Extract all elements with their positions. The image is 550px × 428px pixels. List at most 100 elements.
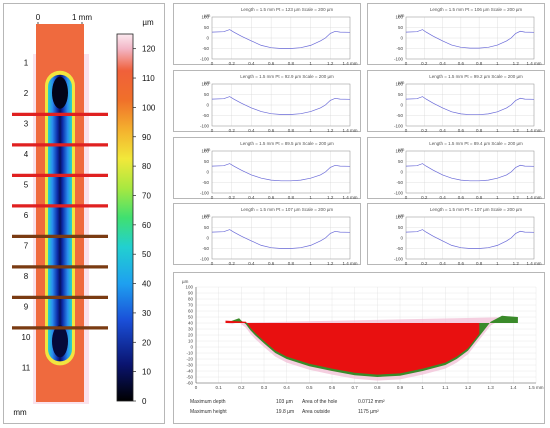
y-tick-label: 90: [188, 291, 194, 296]
y-tick-label: 0: [190, 345, 193, 350]
colorbar-tick-label: 0: [142, 397, 147, 406]
profile-panel-8: Length = 1.5 mm Pt = 107 µm Scale = 200 …: [367, 203, 545, 266]
profile-chart-7: Length = 1.5 mm Pt = 107 µm Scale = 200 …: [200, 207, 358, 266]
plot-frame: [211, 150, 351, 194]
y-tick-label: 9: [24, 303, 29, 312]
x-tick-label: 1.2: [327, 195, 334, 200]
y-tick-label: 100: [395, 82, 403, 87]
x-tick-label: 0: [405, 61, 408, 66]
y-tick-label: 100: [201, 82, 209, 87]
y-tick-label: -60: [186, 381, 193, 386]
x-tick-label: 0.2: [421, 128, 428, 133]
y-tick-label: 1: [24, 59, 29, 68]
y-tick-label: 80: [188, 297, 194, 302]
profile-line: [211, 163, 351, 182]
y-tick-label: -50: [202, 113, 209, 118]
y-tick-label: -50: [396, 46, 403, 51]
profile-panel-3: Length = 1.5 mm Pt = 92.9 µm Scale = 200…: [173, 70, 361, 133]
colorbar-unit: µm: [142, 18, 154, 27]
profile-panel-7: Length = 1.5 mm Pt = 107 µm Scale = 200 …: [173, 203, 361, 266]
y-tick-label: 30: [188, 327, 194, 332]
x-tick-label: 1: [496, 195, 499, 200]
profile-title: Length = 1.5 mm Pt = 99.2 µm Scale = 200…: [429, 74, 523, 79]
x-tick-label: 0.4: [439, 261, 446, 266]
y-tick-label: 100: [201, 149, 209, 154]
hole-area: [225, 320, 480, 375]
profile-title: Length = 1.5 mm Pt = 107 µm Scale = 200 …: [430, 207, 523, 212]
x-tick-label: 0.4: [248, 61, 255, 66]
plot-frame: [211, 216, 351, 260]
profile-y-unit: µm: [204, 213, 211, 218]
y-tick-label: -30: [186, 363, 193, 368]
x-tick-label: 1: [309, 128, 312, 133]
stat-label: Maximum height: [190, 409, 227, 415]
groove-heatmap: 1 2 3 4 5 6 7 8 9 10 11 mm 0 1 mm µm 0 10 20 30 40 50 60 70 80 9…: [12, 13, 156, 417]
y-tick-label: 0: [400, 103, 403, 108]
y-tick-label: -100: [200, 57, 210, 62]
y-tick-label: 50: [188, 315, 194, 320]
y-tick-label: 40: [188, 321, 194, 326]
x-tick-label: 1: [309, 261, 312, 266]
y-tick-label: 0: [206, 236, 209, 241]
y-tick-label: 4: [24, 150, 29, 159]
x-tick-label: 1: [421, 385, 424, 390]
x-tick-label: 1.2: [327, 261, 334, 266]
profile-y-unit: µm: [398, 13, 405, 18]
x-tick-label: 0: [211, 195, 214, 200]
profile-panel-4: Length = 1.5 mm Pt = 99.2 µm Scale = 200…: [367, 70, 545, 133]
stat-value: 19.8 µm: [276, 409, 294, 415]
y-tick-label: 8: [24, 272, 29, 281]
x-tick-label: 0: [36, 13, 41, 22]
y-tick-label: 50: [398, 92, 404, 97]
y-tick-label: 10: [188, 339, 194, 344]
profile-y-unit: µm: [398, 213, 405, 218]
y-tick-label: -40: [186, 369, 193, 374]
y-tick-label: 100: [201, 215, 209, 220]
y-tick-label: 11: [22, 364, 31, 373]
stat-label: Area outside: [302, 409, 330, 415]
x-tick-label: 0.6: [329, 385, 336, 390]
y-tick-label: 50: [204, 25, 210, 30]
y-tick-label: -20: [186, 357, 193, 362]
x-tick-label: 0: [405, 195, 408, 200]
plot-frame: [405, 150, 535, 194]
x-tick-label: 0: [405, 261, 408, 266]
y-tick-label: -50: [202, 46, 209, 51]
x-tick-label: 0.8: [288, 128, 295, 133]
y-tick-label: 50: [204, 92, 210, 97]
colorbar-tick-label: 110: [142, 74, 155, 83]
y-tick-label: -100: [200, 257, 210, 262]
y-tick-label: -50: [202, 246, 209, 251]
y-tick-label: 100: [201, 15, 209, 20]
y-tick-label: 7: [24, 242, 29, 251]
y-tick-label: 0: [400, 36, 403, 41]
plot-frame: [405, 83, 535, 127]
x-tick-label: 0.8: [476, 261, 483, 266]
y-tick-label: -100: [394, 257, 404, 262]
colorbar-tick-label: 30: [142, 309, 151, 318]
x-tick-label: 0.2: [421, 261, 428, 266]
y-tick-label: -10: [186, 351, 193, 356]
profile-panel-2: Length = 1.5 mm Pt = 106 µm Scale = 200 …: [367, 3, 545, 66]
x-tick-label: 0: [211, 128, 214, 133]
x-tick-label: 0.8: [374, 385, 381, 390]
x-tick-label: 1.4 mm: [342, 261, 357, 266]
profile-title: Length = 1.5 mm Pt = 106 µm Scale = 200 …: [430, 7, 523, 12]
y-tick-label: 100: [395, 215, 403, 220]
x-tick-label: 1.4 mm: [526, 261, 541, 266]
profile-chart-1: Length = 1.5 mm Pt = 123 µm Scale = 200 …: [200, 7, 358, 66]
y-tick-label: 3: [24, 120, 29, 129]
y-tick-label: -100: [200, 191, 210, 196]
x-tick-label: 0: [405, 128, 408, 133]
colorbar: [116, 33, 134, 402]
x-tick-label: 0.8: [476, 61, 483, 66]
x-tick-label: 0.2: [229, 261, 236, 266]
x-tick-label: 0.4: [439, 128, 446, 133]
x-tick-label: 1: [309, 195, 312, 200]
x-tick-label: 0.5: [306, 385, 313, 390]
y-tick-label: -100: [394, 124, 404, 129]
y-tick-label: 100: [395, 149, 403, 154]
x-tick-label: 0.6: [268, 261, 275, 266]
y-tick-label: 6: [24, 211, 29, 220]
x-tick-label: 0.2: [229, 128, 236, 133]
